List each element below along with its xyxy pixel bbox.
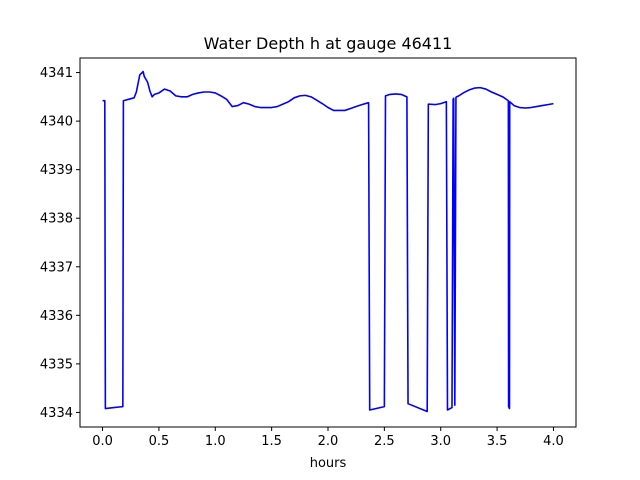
x-tick-label: 2.5 <box>374 434 395 449</box>
y-tick-label: 4339 <box>40 163 73 178</box>
x-axis: 0.0 0.5 1.0 1.5 2.0 2.5 3.0 3.5 4.0 <box>92 427 564 449</box>
x-tick-label: 4.0 <box>543 434 564 449</box>
x-tick-label: 0.0 <box>92 434 113 449</box>
y-axis: 4334 4335 4336 4337 4338 4339 4340 4341 <box>40 66 80 421</box>
x-tick-label: 2.0 <box>318 434 339 449</box>
x-tick-label: 1.0 <box>205 434 226 449</box>
x-tick-label: 3.0 <box>430 434 451 449</box>
y-tick-label: 4334 <box>40 406 73 421</box>
line-layer <box>102 70 554 413</box>
y-tick-label: 4337 <box>40 260 73 275</box>
x-tick-label: 0.5 <box>149 434 170 449</box>
x-axis-title: hours <box>310 456 347 471</box>
y-tick-label: 4340 <box>40 115 73 130</box>
y-tick-label: 4341 <box>40 66 73 81</box>
chart-title: Water Depth h at gauge 46411 <box>204 34 453 53</box>
x-tick-label: 3.5 <box>487 434 508 449</box>
y-tick-label: 4336 <box>40 309 73 324</box>
y-tick-label: 4338 <box>40 212 73 227</box>
plot-area <box>80 58 576 427</box>
y-tick-label: 4335 <box>40 357 73 372</box>
x-tick-label: 1.5 <box>261 434 282 449</box>
series-line-0 <box>102 70 554 413</box>
